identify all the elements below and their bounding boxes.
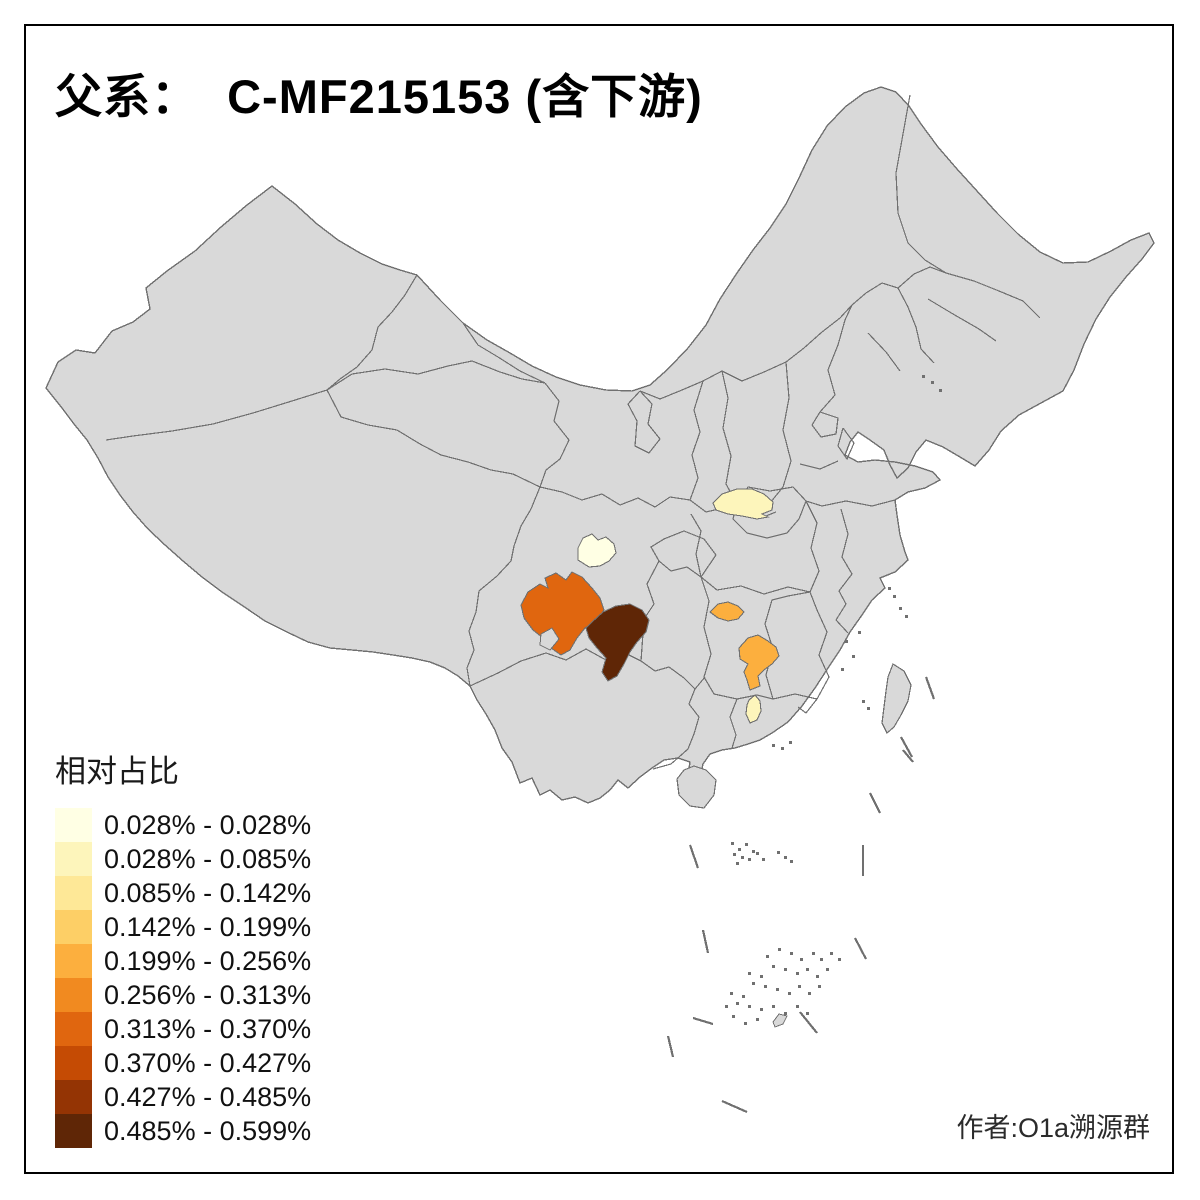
legend-item: 0.142% - 0.199% [55, 910, 311, 944]
legend-swatch [55, 1046, 92, 1080]
legend-item: 0.085% - 0.142% [55, 876, 311, 910]
legend-label: 0.028% - 0.085% [104, 843, 312, 874]
legend-item: 0.028% - 0.028% [55, 808, 311, 842]
legend-label: 0.256% - 0.313% [104, 979, 312, 1010]
legend-label: 0.485% - 0.599% [104, 1115, 312, 1146]
legend-swatch [55, 842, 92, 876]
island-dots [725, 375, 942, 1028]
hainan-island [676, 765, 717, 809]
legend-item: 0.256% - 0.313% [55, 978, 311, 1012]
map-region-2 [712, 488, 774, 520]
attribution-text: 作者:O1a溯源群 [956, 1113, 1150, 1143]
colored-regions [520, 488, 780, 724]
legend-swatch [55, 1012, 92, 1046]
map-region-1 [577, 533, 617, 568]
legend-item: 0.370% - 0.427% [55, 1046, 311, 1080]
taiwan-island [881, 663, 912, 734]
map-region-7 [745, 694, 762, 724]
legend-label: 0.199% - 0.256% [104, 945, 312, 976]
page-title: 父系： C-MF215153 (含下游) [55, 70, 703, 123]
legend-rows: 0.028% - 0.028% 0.028% - 0.085% 0.085% - 0… [55, 808, 311, 1148]
spratly-main-islet [772, 1013, 788, 1028]
paracel-island-dots [731, 842, 793, 865]
map-region-5 [709, 601, 745, 622]
map-region-4 [585, 603, 650, 682]
legend-swatch [55, 978, 92, 1012]
legend-swatch [55, 808, 92, 842]
legend-item: 0.427% - 0.485% [55, 1080, 311, 1114]
legend-swatch [55, 1080, 92, 1114]
legend-item: 0.199% - 0.256% [55, 944, 311, 978]
legend-label: 0.142% - 0.199% [104, 911, 312, 942]
legend-item: 0.485% - 0.599% [55, 1114, 311, 1148]
china-mainland [45, 86, 1155, 804]
map-region-3-enclave [539, 627, 560, 651]
legend-swatch [55, 910, 92, 944]
legend-swatch [55, 944, 92, 978]
nine-dash-line [666, 676, 936, 1114]
legend-title: 相对占比 [55, 754, 179, 789]
legend-label: 0.370% - 0.427% [104, 1047, 312, 1078]
legend-item: 0.028% - 0.085% [55, 842, 311, 876]
legend-swatch [55, 876, 92, 910]
province-borders [105, 94, 1041, 770]
spratly-island-dots [725, 948, 841, 1025]
legend-label: 0.427% - 0.485% [104, 1081, 312, 1112]
legend-item: 0.313% - 0.370% [55, 1012, 311, 1046]
legend-swatch [55, 1114, 92, 1148]
legend-label: 0.313% - 0.370% [104, 1013, 312, 1044]
legend: 相对占比 0.028% - 0.028% 0.028% - 0.085% 0.085… [55, 746, 311, 1148]
legend-label: 0.028% - 0.028% [104, 809, 312, 840]
map-region-6 [738, 634, 780, 691]
legend-label: 0.085% - 0.142% [104, 877, 312, 908]
